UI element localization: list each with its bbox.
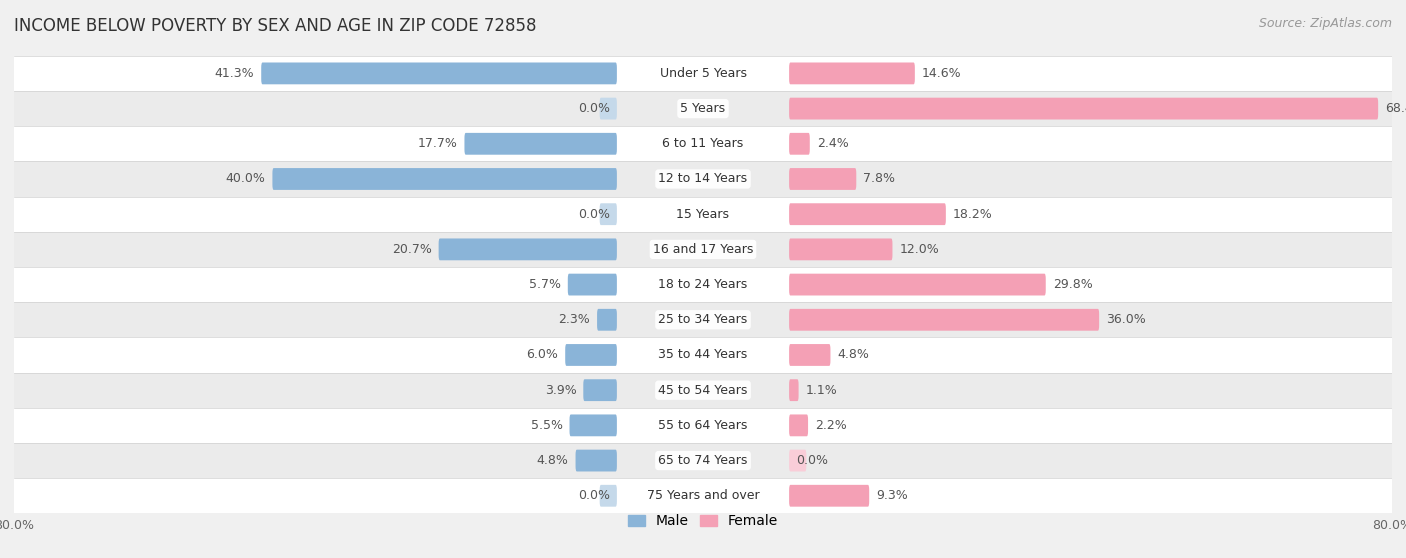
- Bar: [14, 196, 1392, 232]
- FancyBboxPatch shape: [464, 133, 617, 155]
- Text: 7.8%: 7.8%: [863, 172, 896, 185]
- Text: 9.3%: 9.3%: [876, 489, 908, 502]
- Bar: [14, 232, 1392, 267]
- FancyBboxPatch shape: [599, 485, 617, 507]
- Text: Under 5 Years: Under 5 Years: [659, 67, 747, 80]
- FancyBboxPatch shape: [789, 203, 946, 225]
- Bar: [14, 408, 1392, 443]
- FancyBboxPatch shape: [598, 309, 617, 331]
- Bar: [14, 373, 1392, 408]
- Bar: [14, 443, 1392, 478]
- Text: 3.9%: 3.9%: [544, 384, 576, 397]
- FancyBboxPatch shape: [789, 238, 893, 260]
- Text: 4.8%: 4.8%: [838, 349, 869, 362]
- Text: 18.2%: 18.2%: [953, 208, 993, 220]
- FancyBboxPatch shape: [273, 168, 617, 190]
- Bar: [14, 478, 1392, 513]
- Text: INCOME BELOW POVERTY BY SEX AND AGE IN ZIP CODE 72858: INCOME BELOW POVERTY BY SEX AND AGE IN Z…: [14, 17, 537, 35]
- FancyBboxPatch shape: [789, 450, 807, 472]
- FancyBboxPatch shape: [789, 273, 1046, 296]
- Text: 35 to 44 Years: 35 to 44 Years: [658, 349, 748, 362]
- Text: 55 to 64 Years: 55 to 64 Years: [658, 419, 748, 432]
- Bar: [14, 56, 1392, 91]
- Text: 2.2%: 2.2%: [815, 419, 846, 432]
- FancyBboxPatch shape: [565, 344, 617, 366]
- FancyBboxPatch shape: [789, 98, 1378, 119]
- Text: 2.4%: 2.4%: [817, 137, 848, 150]
- Text: 4.8%: 4.8%: [537, 454, 568, 467]
- Text: 14.6%: 14.6%: [922, 67, 962, 80]
- Text: 5.5%: 5.5%: [530, 419, 562, 432]
- FancyBboxPatch shape: [789, 309, 1099, 331]
- FancyBboxPatch shape: [789, 485, 869, 507]
- Text: 6.0%: 6.0%: [526, 349, 558, 362]
- Text: 15 Years: 15 Years: [676, 208, 730, 220]
- FancyBboxPatch shape: [569, 415, 617, 436]
- Text: 0.0%: 0.0%: [578, 489, 610, 502]
- Text: 45 to 54 Years: 45 to 54 Years: [658, 384, 748, 397]
- FancyBboxPatch shape: [789, 133, 810, 155]
- Text: 12.0%: 12.0%: [900, 243, 939, 256]
- FancyBboxPatch shape: [789, 344, 831, 366]
- Bar: [14, 302, 1392, 338]
- Text: 68.4%: 68.4%: [1385, 102, 1406, 115]
- Bar: [14, 338, 1392, 373]
- Text: 40.0%: 40.0%: [225, 172, 266, 185]
- Text: 2.3%: 2.3%: [558, 313, 591, 326]
- Text: 12 to 14 Years: 12 to 14 Years: [658, 172, 748, 185]
- Text: 5 Years: 5 Years: [681, 102, 725, 115]
- Text: 25 to 34 Years: 25 to 34 Years: [658, 313, 748, 326]
- Text: 41.3%: 41.3%: [215, 67, 254, 80]
- FancyBboxPatch shape: [789, 168, 856, 190]
- Text: 18 to 24 Years: 18 to 24 Years: [658, 278, 748, 291]
- Text: 0.0%: 0.0%: [578, 102, 610, 115]
- Bar: [14, 126, 1392, 161]
- Text: 17.7%: 17.7%: [418, 137, 457, 150]
- FancyBboxPatch shape: [575, 450, 617, 472]
- Text: 36.0%: 36.0%: [1107, 313, 1146, 326]
- Text: 20.7%: 20.7%: [392, 243, 432, 256]
- Text: 65 to 74 Years: 65 to 74 Years: [658, 454, 748, 467]
- FancyBboxPatch shape: [439, 238, 617, 260]
- Text: 6 to 11 Years: 6 to 11 Years: [662, 137, 744, 150]
- Bar: [14, 161, 1392, 196]
- Text: 5.7%: 5.7%: [529, 278, 561, 291]
- Text: 0.0%: 0.0%: [796, 454, 828, 467]
- Bar: [14, 91, 1392, 126]
- Bar: [14, 267, 1392, 302]
- Text: 0.0%: 0.0%: [578, 208, 610, 220]
- FancyBboxPatch shape: [583, 379, 617, 401]
- FancyBboxPatch shape: [789, 379, 799, 401]
- Text: 1.1%: 1.1%: [806, 384, 837, 397]
- FancyBboxPatch shape: [599, 98, 617, 119]
- Legend: Male, Female: Male, Female: [623, 509, 783, 534]
- Text: 29.8%: 29.8%: [1053, 278, 1092, 291]
- FancyBboxPatch shape: [568, 273, 617, 296]
- FancyBboxPatch shape: [789, 62, 915, 84]
- FancyBboxPatch shape: [789, 415, 808, 436]
- FancyBboxPatch shape: [262, 62, 617, 84]
- FancyBboxPatch shape: [599, 203, 617, 225]
- Text: 16 and 17 Years: 16 and 17 Years: [652, 243, 754, 256]
- Text: Source: ZipAtlas.com: Source: ZipAtlas.com: [1258, 17, 1392, 30]
- Text: 75 Years and over: 75 Years and over: [647, 489, 759, 502]
